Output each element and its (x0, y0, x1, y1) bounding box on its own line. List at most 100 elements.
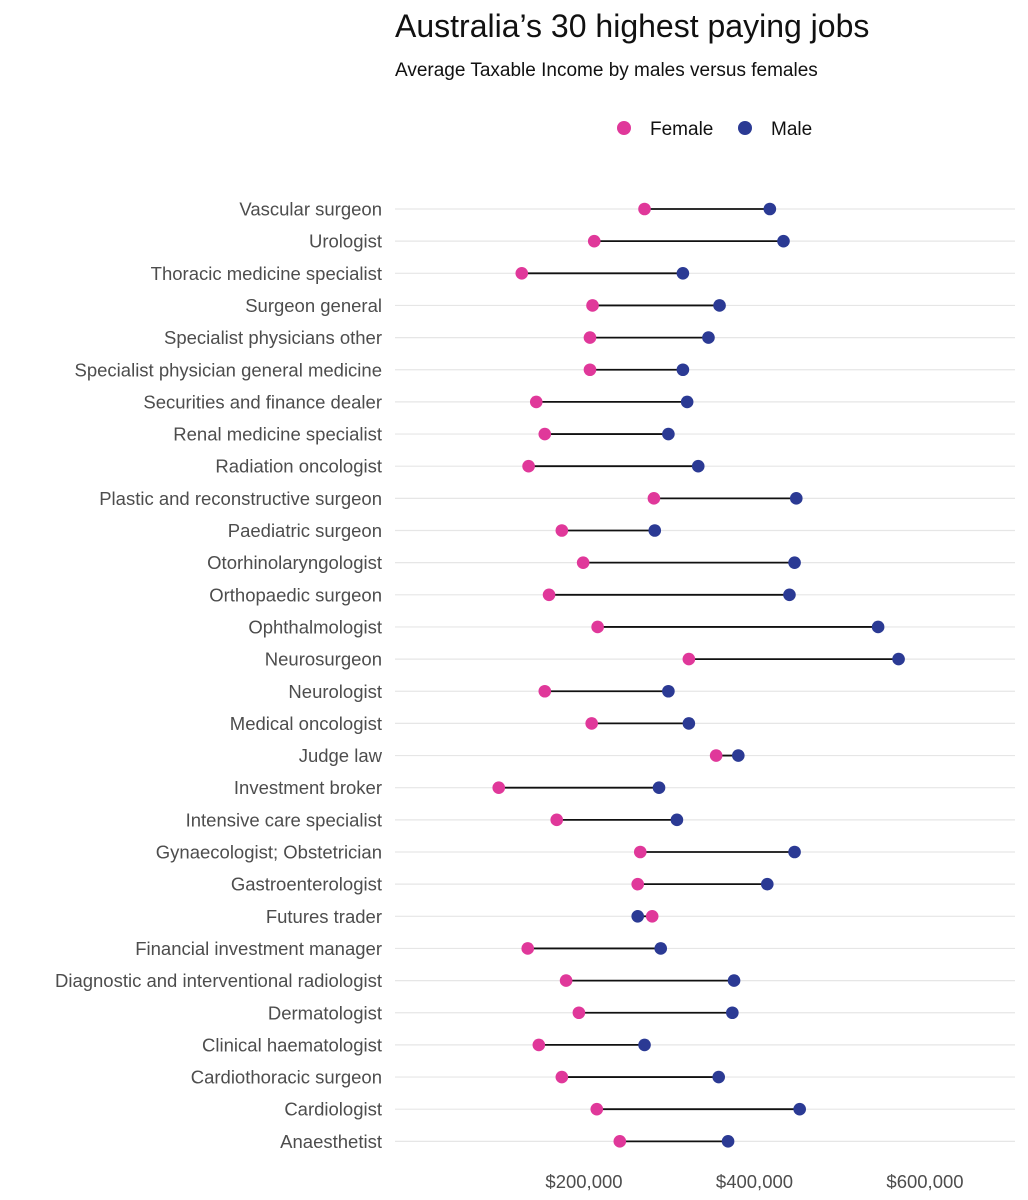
legend-marker-female (617, 121, 631, 135)
point-male-investment-broker (652, 781, 666, 794)
point-female-ophthalmologist (591, 620, 604, 634)
point-male-urologist (777, 234, 790, 248)
point-male-anaesthetist (721, 1135, 735, 1148)
point-female-vascular-surgeon (638, 202, 651, 216)
point-female-dermatologist (572, 1006, 586, 1020)
point-female-orthopaedic-surgeon (542, 588, 556, 602)
chart-subtitle: Average Taxable Income by males versus f… (395, 60, 818, 81)
y-tick-label-judge-law: Judge law (299, 745, 383, 766)
y-tick-label-plastic-and-reconstructive-surgeon: Plastic and reconstructive surgeon (99, 488, 382, 509)
y-tick-label-anaesthetist: Anaesthetist (280, 1131, 382, 1152)
point-female-investment-broker (492, 781, 506, 794)
point-female-gynaecologist-obstetrician (633, 845, 647, 859)
y-tick-label-urologist: Urologist (309, 231, 382, 252)
point-male-cardiothoracic-surgeon (712, 1070, 725, 1084)
point-male-otorhinolaryngologist (788, 556, 801, 569)
point-male-cardiologist (793, 1102, 806, 1116)
x-axis-tick-labels: $200,000 $400,000 $600,000 (545, 1171, 963, 1192)
point-male-financial-investment-manager (654, 942, 668, 955)
y-tick-label-neurologist: Neurologist (288, 681, 382, 702)
point-female-specialist-physicians-other (583, 331, 597, 344)
point-male-specialist-physicians-other (702, 331, 715, 344)
y-tick-label-financial-investment-manager: Financial investment manager (135, 938, 382, 959)
point-female-cardiologist (590, 1102, 604, 1116)
point-male-surgeon-general (713, 299, 726, 312)
point-male-judge-law (732, 749, 745, 762)
point-male-neurologist (662, 684, 675, 698)
chart-title: Australia’s 30 highest paying jobs (395, 8, 870, 44)
point-female-neurosurgeon (682, 652, 696, 666)
y-tick-label-medical-oncologist: Medical oncologist (230, 713, 382, 734)
point-male-radiation-oncologist (691, 459, 705, 473)
point-female-anaesthetist (613, 1135, 627, 1148)
point-male-securities-and-finance-dealer (680, 395, 694, 409)
point-female-securities-and-finance-dealer (529, 395, 543, 409)
y-tick-label-surgeon-general: Surgeon general (245, 295, 382, 316)
y-tick-label-radiation-oncologist: Radiation oncologist (215, 456, 382, 477)
point-female-otorhinolaryngologist (576, 556, 590, 569)
y-tick-label-ophthalmologist: Ophthalmologist (248, 616, 382, 637)
y-tick-label-intensive-care-specialist: Intensive care specialist (186, 809, 382, 830)
point-female-radiation-oncologist (522, 459, 535, 473)
point-female-intensive-care-specialist (550, 813, 564, 827)
y-tick-label-securities-and-finance-dealer: Securities and finance dealer (143, 391, 382, 412)
y-axis-labels: Vascular surgeon Urologist Thoracic medici… (55, 199, 383, 1152)
point-female-medical-oncologist (585, 717, 598, 730)
point-male-paediatric-surgeon (648, 524, 662, 537)
point-female-thoracic-medicine-specialist (515, 267, 529, 280)
points (492, 202, 905, 1148)
point-male-neurosurgeon (892, 652, 905, 666)
point-male-specialist-physician-general-medicine (676, 363, 690, 377)
point-female-financial-investment-manager (521, 942, 535, 955)
gridlines (395, 208, 1015, 1142)
y-tick-label-clinical-haematologist: Clinical haematologist (202, 1034, 382, 1055)
point-male-renal-medicine-specialist (662, 427, 675, 441)
point-female-plastic-and-reconstructive-surgeon (647, 492, 661, 505)
point-male-ophthalmologist (871, 620, 885, 634)
point-female-surgeon-general (586, 299, 599, 312)
point-male-clinical-haematologist (638, 1038, 651, 1052)
point-male-diagnostic-and-interventional-radiologist (727, 974, 741, 987)
point-male-gynaecologist-obstetrician (788, 845, 801, 859)
y-tick-label-futures-trader: Futures trader (266, 906, 382, 927)
legend-label-female: Female (650, 119, 713, 140)
legend-label-male: Male (771, 119, 812, 140)
point-male-dermatologist (726, 1006, 739, 1020)
x-tick-label-2: $600,000 (886, 1171, 963, 1192)
legend: Female Male (617, 119, 812, 140)
legend-marker-male (738, 121, 752, 135)
point-female-judge-law (709, 749, 723, 762)
x-tick-label-0: $200,000 (545, 1171, 622, 1192)
y-tick-label-investment-broker: Investment broker (234, 777, 382, 798)
y-tick-label-otorhinolaryngologist: Otorhinolaryngologist (207, 552, 382, 573)
point-male-medical-oncologist (682, 717, 696, 730)
segments (498, 208, 899, 1143)
y-tick-label-specialist-physician-general-medicine: Specialist physician general medicine (75, 359, 382, 380)
point-female-gastroenterologist (631, 877, 645, 891)
point-female-clinical-haematologist (532, 1038, 546, 1052)
y-tick-label-neurosurgeon: Neurosurgeon (265, 649, 382, 670)
y-tick-label-gynaecologist-obstetrician: Gynaecologist; Obstetrician (156, 842, 382, 863)
y-tick-label-thoracic-medicine-specialist: Thoracic medicine specialist (151, 263, 382, 284)
point-male-intensive-care-specialist (670, 813, 684, 827)
point-male-thoracic-medicine-specialist (676, 267, 690, 280)
y-tick-label-orthopaedic-surgeon: Orthopaedic surgeon (209, 584, 382, 605)
y-tick-label-cardiologist: Cardiologist (284, 1099, 382, 1120)
point-female-urologist (587, 234, 601, 248)
y-tick-label-specialist-physicians-other: Specialist physicians other (164, 327, 382, 348)
point-female-futures-trader (645, 910, 659, 923)
point-female-diagnostic-and-interventional-radiologist (559, 974, 573, 987)
point-female-specialist-physician-general-medicine (583, 363, 597, 377)
point-male-futures-trader (631, 910, 645, 923)
y-tick-label-dermatologist: Dermatologist (268, 1002, 382, 1023)
y-tick-label-diagnostic-and-interventional-radiologist: Diagnostic and interventional radiologis… (55, 970, 382, 991)
y-tick-label-vascular-surgeon: Vascular surgeon (239, 199, 382, 220)
point-male-gastroenterologist (760, 877, 774, 891)
point-female-paediatric-surgeon (555, 524, 569, 537)
y-tick-label-gastroenterologist: Gastroenterologist (231, 874, 382, 895)
y-tick-label-renal-medicine-specialist: Renal medicine specialist (173, 424, 382, 445)
point-male-vascular-surgeon (763, 202, 777, 216)
y-tick-label-cardiothoracic-surgeon: Cardiothoracic surgeon (191, 1067, 382, 1088)
point-female-cardiothoracic-surgeon (555, 1070, 569, 1084)
